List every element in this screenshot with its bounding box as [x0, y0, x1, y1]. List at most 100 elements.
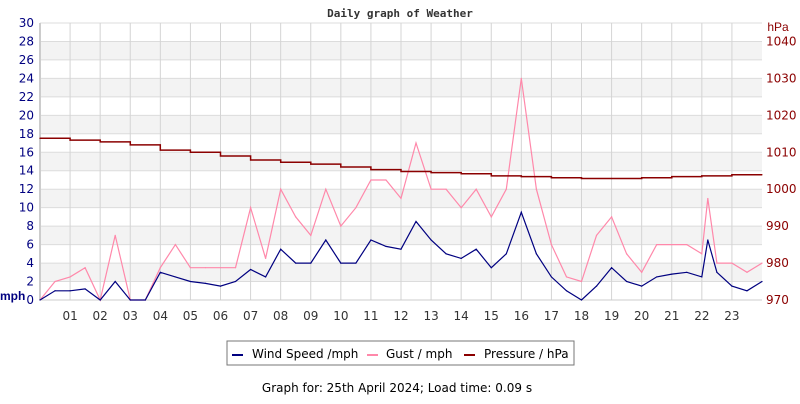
data-point-pressure: [280, 161, 282, 163]
data-point-wind: [550, 276, 553, 278]
data-point-wind: [265, 276, 267, 278]
data-point-pressure: [761, 174, 763, 176]
left-tick-label: 0: [26, 293, 34, 307]
data-point-gust: [716, 262, 718, 264]
data-point-gust: [475, 188, 477, 190]
data-point-wind: [656, 276, 658, 278]
left-tick-label: 20: [19, 108, 34, 122]
data-point-pressure: [460, 173, 462, 175]
left-tick-label: 6: [26, 238, 34, 252]
data-point-gust: [234, 267, 237, 269]
data-point-wind: [707, 239, 709, 241]
data-point-wind: [219, 285, 222, 287]
data-point-wind: [460, 257, 462, 260]
data-point-wind: [595, 285, 598, 287]
data-point-pressure: [430, 171, 432, 174]
data-point-wind: [535, 253, 537, 255]
data-point-pressure: [219, 155, 222, 157]
data-point-pressure: [340, 166, 342, 168]
legend-box: [226, 340, 575, 366]
data-point-pressure: [490, 175, 492, 177]
data-point-wind: [249, 268, 252, 271]
data-point-pressure: [189, 151, 192, 153]
data-point-wind: [189, 280, 192, 283]
right-tick-label: 1000: [766, 182, 797, 196]
data-point-pressure: [520, 176, 522, 178]
data-point-gust: [626, 253, 628, 255]
data-point-pressure: [249, 159, 252, 161]
data-point-gust: [460, 207, 462, 209]
data-point-gust: [701, 253, 703, 255]
x-tick-label: 13: [423, 309, 438, 323]
right-tick-label: 970: [766, 293, 789, 307]
data-point-wind: [701, 276, 703, 278]
data-point-wind: [641, 285, 643, 287]
x-tick-label: 22: [694, 309, 709, 323]
data-point-gust: [707, 197, 709, 200]
data-point-wind: [370, 239, 372, 241]
data-point-wind: [716, 271, 718, 273]
data-point-pressure: [550, 177, 553, 179]
data-point-wind: [610, 267, 613, 269]
x-tick-label: 11: [363, 309, 378, 323]
left-tick-label: 14: [19, 164, 34, 178]
data-point-wind: [39, 299, 41, 301]
x-tick-label: 19: [604, 309, 619, 323]
data-point-gust: [355, 207, 357, 209]
data-point-gust: [565, 276, 568, 278]
data-point-wind: [69, 290, 71, 292]
data-point-pressure: [580, 177, 583, 180]
data-point-pressure: [400, 170, 402, 173]
data-point-wind: [565, 290, 568, 292]
data-point-gust: [69, 276, 71, 278]
data-point-pressure: [370, 169, 372, 171]
data-point-wind: [129, 299, 131, 301]
data-point-wind: [415, 220, 417, 223]
data-point-gust: [535, 188, 537, 190]
data-point-wind: [686, 271, 688, 273]
x-tick-label: 03: [123, 309, 138, 323]
data-point-pressure: [39, 137, 41, 139]
right-tick-label: 1010: [766, 145, 797, 159]
footer-text: Graph for: 25th April 2024; Load time: 0…: [262, 381, 532, 395]
left-tick-label: 4: [26, 256, 34, 270]
left-tick-label: 12: [19, 182, 34, 196]
data-point-wind: [445, 253, 447, 255]
data-point-gust: [385, 179, 387, 181]
data-point-gust: [445, 188, 447, 190]
data-point-gust: [671, 244, 673, 246]
data-point-gust: [761, 262, 763, 264]
data-point-pressure: [671, 176, 673, 178]
right-tick-label: 980: [766, 256, 789, 270]
data-point-gust: [595, 234, 598, 236]
legend-pressure: Pressure / hPa: [484, 347, 569, 361]
data-point-gust: [746, 271, 748, 273]
x-tick-label: 06: [213, 309, 228, 323]
left-tick-label: 2: [26, 275, 34, 289]
data-point-wind: [234, 280, 237, 283]
data-point-wind: [280, 248, 282, 250]
x-tick-label: 07: [243, 309, 258, 323]
data-point-gust: [656, 244, 658, 246]
x-tick-label: 23: [724, 309, 739, 323]
left-tick-label: 26: [19, 53, 34, 67]
x-tick-label: 05: [183, 309, 198, 323]
data-point-wind: [174, 276, 176, 278]
x-tick-label: 21: [664, 309, 679, 323]
data-point-wind: [310, 262, 312, 264]
x-tick-label: 17: [544, 309, 559, 323]
data-point-gust: [189, 267, 192, 269]
legend-gust: Gust / mph: [386, 347, 452, 361]
left-tick-label: 10: [19, 201, 34, 215]
data-point-pressure: [641, 177, 643, 179]
data-point-wind: [295, 262, 297, 264]
data-point-wind: [54, 290, 56, 292]
x-tick-label: 14: [454, 309, 469, 323]
right-axis-label: hPa: [767, 20, 789, 34]
x-tick-label: 09: [303, 309, 318, 323]
data-point-wind: [746, 290, 748, 292]
data-point-pressure: [159, 149, 161, 151]
data-point-pressure: [129, 144, 131, 146]
x-tick-label: 01: [62, 309, 77, 323]
data-point-gust: [340, 225, 342, 227]
